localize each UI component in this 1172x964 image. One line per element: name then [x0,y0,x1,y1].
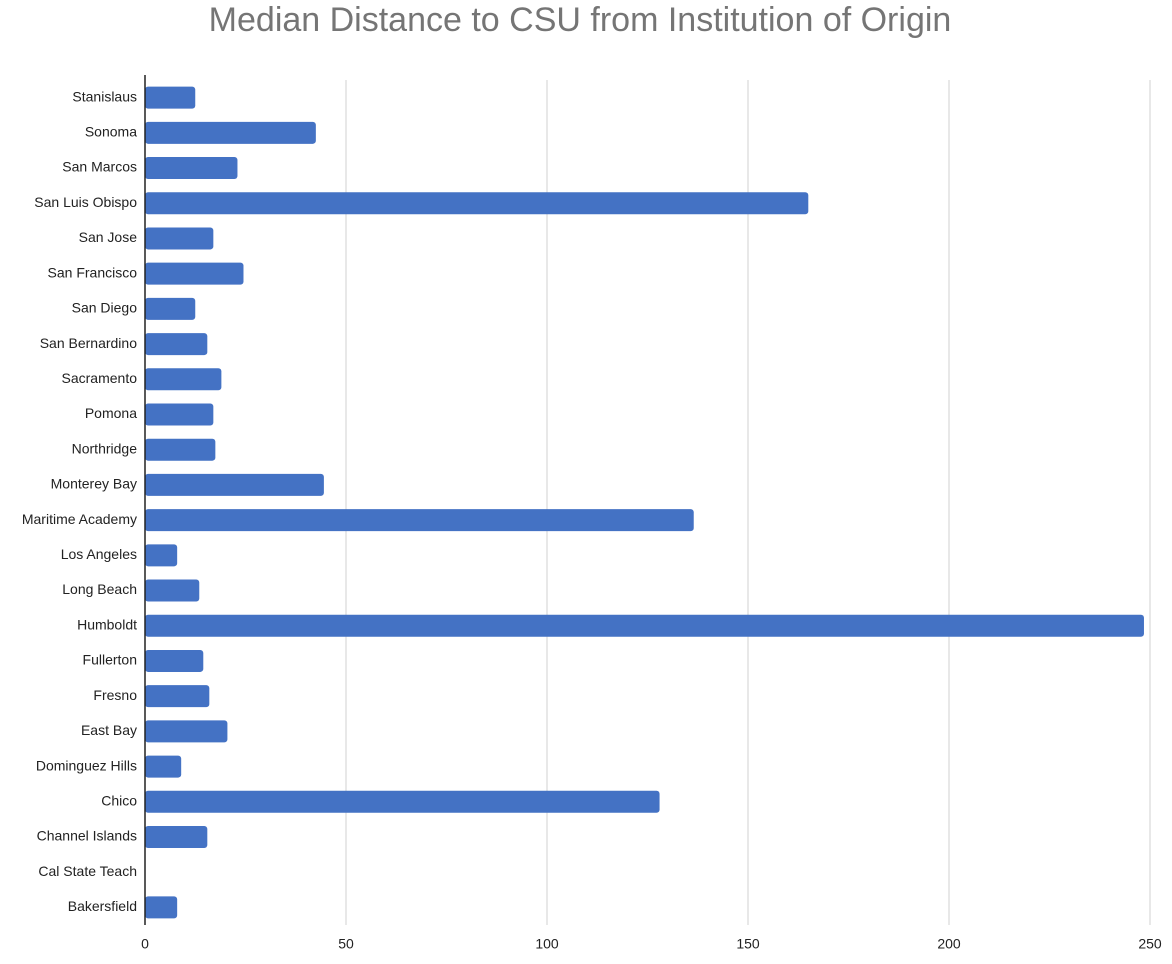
bar [145,333,208,356]
bar [145,649,204,672]
y-tick-label: Sonoma [85,124,137,140]
bar [145,121,316,144]
y-tick-label: Northridge [72,440,138,456]
y-tick-label: Bakersfield [68,898,137,914]
y-tick-label: San Diego [72,300,138,316]
bar [145,157,238,180]
bar [145,509,694,532]
bar [145,825,208,848]
y-tick-label: Channel Islands [37,828,137,844]
bar [145,86,196,109]
y-tick-label: Fullerton [83,652,137,668]
bar [145,403,214,426]
y-tick-label: San Francisco [48,264,138,280]
y-tick-label: Los Angeles [61,546,137,562]
y-tick-label: Chico [101,792,137,808]
y-tick-label: Fresno [93,687,137,703]
x-tick-label: 50 [338,936,354,952]
bar [145,438,216,461]
bar [145,579,200,602]
y-tick-label: Maritime Academy [22,511,137,527]
bar [145,720,228,743]
y-tick-label: Stanislaus [72,88,137,104]
x-tick-label: 150 [736,936,760,952]
bar [145,790,660,813]
y-tick-label: San Marcos [62,159,137,175]
x-tick-label: 250 [1138,936,1162,952]
x-tick-label: 200 [937,936,961,952]
y-tick-label: Dominguez Hills [36,757,137,773]
bar [145,614,1144,637]
y-tick-label: Humboldt [77,616,137,632]
bar [145,473,324,496]
bar [145,755,182,778]
chart-title: Median Distance to CSU from Institution … [209,1,952,39]
x-tick-label: 100 [535,936,559,952]
y-tick-label: Sacramento [62,370,138,386]
bar [145,297,196,320]
bar [145,685,210,708]
bar [145,192,809,215]
y-tick-label: San Luis Obispo [34,194,137,210]
bar [145,262,244,285]
y-tick-label: Monterey Bay [51,476,137,492]
y-tick-label: San Jose [79,229,138,245]
bar [145,368,222,391]
bar [145,544,178,567]
y-tick-label: San Bernardino [40,335,138,351]
x-tick-label: 0 [141,936,149,952]
y-tick-label: Long Beach [62,581,137,597]
y-tick-label: Pomona [85,405,137,421]
bar [145,896,178,919]
y-tick-label: Cal State Teach [38,863,137,879]
bar [145,227,214,250]
y-tick-label: East Bay [81,722,137,738]
